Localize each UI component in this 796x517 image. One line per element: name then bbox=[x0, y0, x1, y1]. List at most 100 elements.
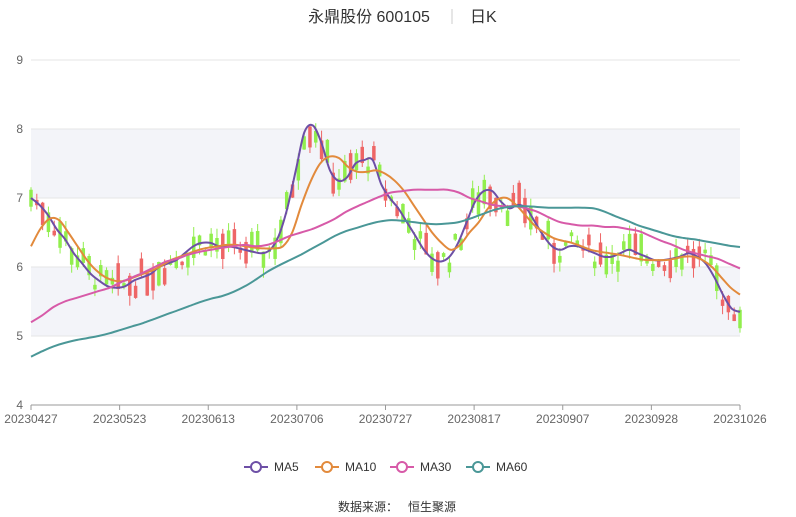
candle-body bbox=[656, 260, 661, 267]
candle-body bbox=[261, 251, 266, 268]
series-line-ma5 bbox=[30, 123, 741, 313]
candle-body bbox=[720, 299, 725, 306]
x-tick-label: 20230706 bbox=[270, 412, 324, 426]
legend-marker-icon bbox=[321, 461, 333, 473]
candle-body bbox=[366, 166, 370, 174]
candlestick bbox=[476, 185, 481, 220]
candle-body bbox=[64, 231, 68, 242]
x-tick-label: 20230907 bbox=[536, 412, 590, 426]
candle-body bbox=[395, 206, 399, 217]
candle-body bbox=[441, 253, 446, 257]
candlestick bbox=[250, 228, 254, 258]
candlestick bbox=[412, 232, 417, 260]
candle-body bbox=[668, 260, 673, 279]
legend-item-ma10[interactable]: MA10 bbox=[315, 460, 377, 474]
candle-body bbox=[453, 233, 457, 240]
candle-body bbox=[575, 240, 580, 247]
x-tick-label: 20230427 bbox=[4, 412, 58, 426]
candle-body bbox=[709, 255, 713, 266]
candle-body bbox=[133, 285, 138, 298]
legend: MA5 MA10 MA30 MA60 bbox=[244, 460, 528, 474]
candlestick bbox=[348, 149, 353, 184]
source-name: 恒生聚源 bbox=[408, 500, 456, 514]
candle-body bbox=[162, 268, 167, 285]
moving-average-lines bbox=[30, 123, 741, 358]
y-tick-label: 5 bbox=[16, 329, 23, 343]
candlestick bbox=[558, 248, 562, 272]
data-source: 数据来源： 恒生聚源 bbox=[338, 499, 456, 514]
candle-body bbox=[139, 258, 144, 273]
plot-background-bands bbox=[31, 129, 740, 336]
candlestick bbox=[569, 230, 574, 243]
candle-body bbox=[93, 284, 97, 290]
candle-body bbox=[552, 242, 556, 264]
candle-body bbox=[651, 263, 655, 271]
candle-body bbox=[732, 314, 736, 322]
series-line-ma30 bbox=[30, 188, 741, 324]
candle-body bbox=[337, 178, 341, 190]
candlestick bbox=[616, 252, 620, 282]
candle-body bbox=[46, 212, 51, 233]
candle-body bbox=[232, 229, 237, 246]
candle-body bbox=[180, 261, 184, 266]
candlestick bbox=[360, 140, 364, 168]
candlestick bbox=[430, 247, 434, 276]
candlestick bbox=[337, 168, 341, 197]
candlestick bbox=[453, 233, 457, 242]
legend-marker-icon bbox=[396, 461, 408, 473]
candle-body bbox=[563, 242, 568, 246]
candle-body bbox=[627, 233, 632, 251]
y-axis: 4 5 6 7 8 9 bbox=[16, 53, 23, 412]
candle-body bbox=[622, 241, 626, 250]
candlestick bbox=[610, 244, 614, 274]
candle-body bbox=[691, 248, 696, 269]
candle-body bbox=[616, 260, 620, 272]
series-line-ma60 bbox=[30, 205, 741, 358]
y-tick-label: 4 bbox=[16, 398, 23, 412]
candle-body bbox=[540, 234, 545, 240]
candlestick bbox=[133, 281, 138, 299]
y-tick-label: 9 bbox=[16, 53, 23, 67]
legend-item-ma60[interactable]: MA60 bbox=[466, 460, 528, 474]
chart-header: 永鼎股份 600105 日K bbox=[308, 8, 497, 26]
legend-item-ma5[interactable]: MA5 bbox=[244, 460, 299, 474]
candlestick bbox=[598, 233, 603, 267]
legend-label: MA5 bbox=[274, 460, 299, 474]
legend-item-ma30[interactable]: MA30 bbox=[390, 460, 452, 474]
candlestick bbox=[180, 260, 184, 270]
candle-body bbox=[662, 265, 667, 271]
candle-body bbox=[592, 261, 597, 269]
candle-body bbox=[558, 255, 562, 263]
candlestick bbox=[116, 255, 120, 296]
candle-body bbox=[534, 216, 539, 229]
candle-body bbox=[255, 231, 260, 251]
candle-body bbox=[523, 197, 527, 224]
candlestick bbox=[592, 256, 597, 277]
candlestick bbox=[668, 250, 673, 283]
candle-body bbox=[145, 273, 149, 296]
candle-body bbox=[436, 252, 440, 279]
candle-body bbox=[476, 192, 481, 215]
candle-body bbox=[610, 254, 614, 264]
candle-body bbox=[697, 246, 702, 260]
candle-body bbox=[598, 242, 603, 265]
candle-body bbox=[447, 262, 452, 273]
candle-body bbox=[238, 247, 242, 253]
candle-body bbox=[703, 249, 707, 254]
y-tick-label: 7 bbox=[16, 191, 23, 205]
series-line-ma10 bbox=[30, 155, 741, 296]
candle-body bbox=[116, 263, 120, 290]
y-tick-label: 8 bbox=[16, 122, 23, 136]
candle-body bbox=[715, 265, 719, 292]
candlestick bbox=[186, 252, 190, 276]
x-tick-label: 20231026 bbox=[713, 412, 767, 426]
candle-body bbox=[244, 241, 248, 264]
candlestick bbox=[308, 126, 312, 154]
candlestick bbox=[372, 141, 376, 162]
legend-label: MA60 bbox=[496, 460, 528, 474]
candle-body bbox=[203, 250, 208, 256]
candlestick bbox=[529, 198, 533, 236]
candle-body bbox=[296, 159, 301, 181]
candle-body bbox=[69, 248, 74, 265]
